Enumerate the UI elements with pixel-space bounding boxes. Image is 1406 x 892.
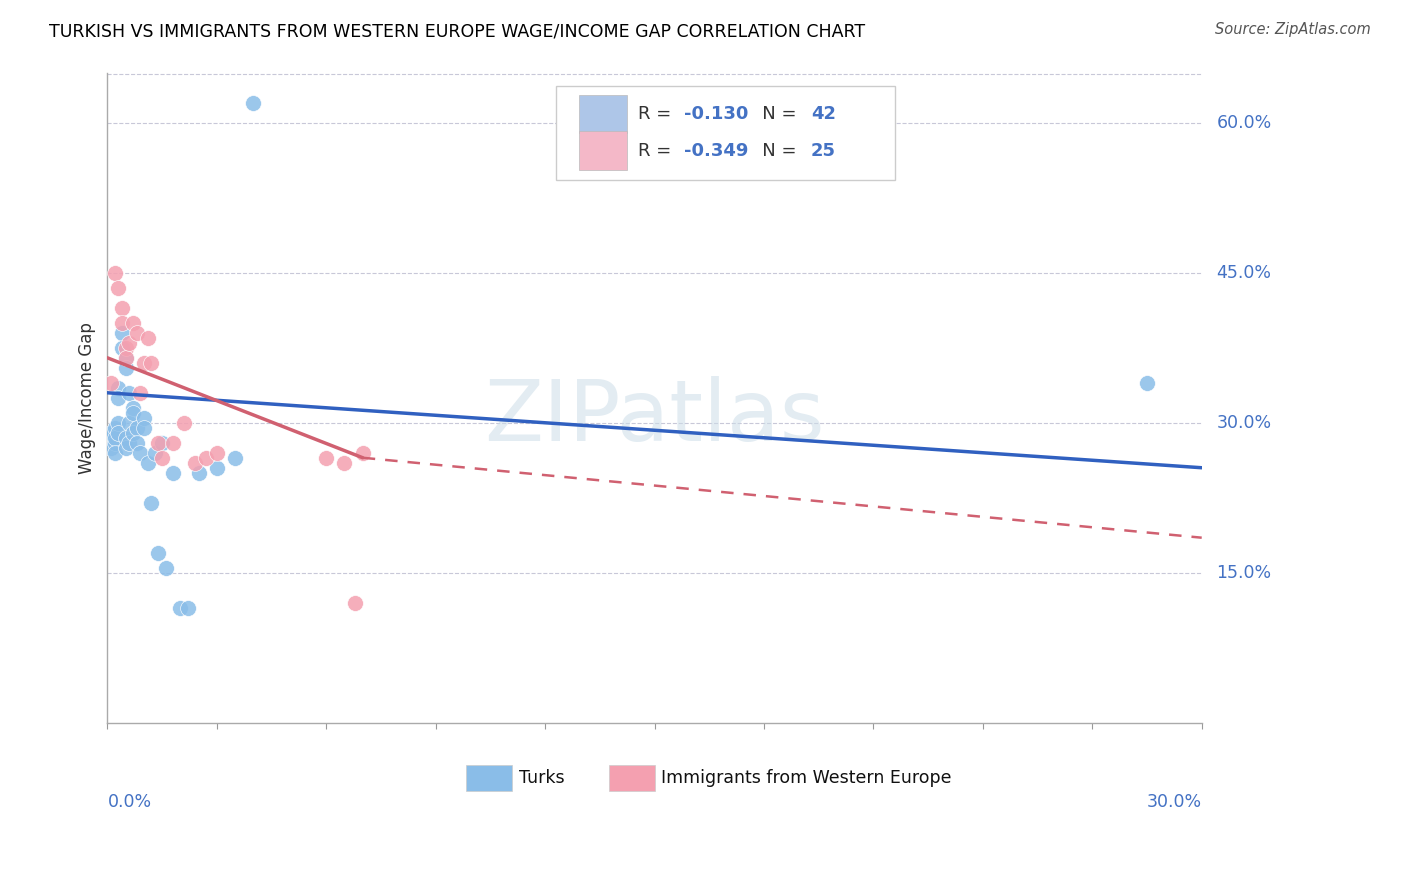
Point bbox=[100, 425, 122, 440]
Point bbox=[122, 316, 145, 330]
Point bbox=[148, 435, 170, 450]
Point bbox=[111, 316, 134, 330]
Point bbox=[107, 381, 129, 395]
Point bbox=[111, 326, 134, 340]
Point bbox=[107, 416, 129, 430]
Point bbox=[114, 441, 136, 455]
Point bbox=[104, 266, 127, 280]
Point bbox=[150, 450, 173, 465]
Text: N =: N = bbox=[745, 104, 803, 123]
FancyBboxPatch shape bbox=[467, 764, 512, 791]
Text: 0.0%: 0.0% bbox=[107, 793, 152, 811]
Point bbox=[114, 360, 136, 375]
Point bbox=[122, 425, 145, 440]
FancyBboxPatch shape bbox=[579, 131, 627, 169]
Text: 30.0%: 30.0% bbox=[1216, 414, 1271, 432]
Point bbox=[205, 446, 228, 460]
Text: N =: N = bbox=[745, 142, 803, 160]
Point bbox=[114, 341, 136, 355]
Point bbox=[114, 351, 136, 365]
Point bbox=[104, 446, 127, 460]
Point bbox=[129, 446, 152, 460]
Point bbox=[107, 425, 129, 440]
Point bbox=[352, 446, 374, 460]
Point bbox=[141, 356, 163, 370]
Text: R =: R = bbox=[638, 142, 678, 160]
Point bbox=[187, 466, 209, 480]
Point bbox=[100, 431, 122, 445]
Point bbox=[205, 460, 228, 475]
FancyBboxPatch shape bbox=[609, 764, 655, 791]
Point bbox=[118, 335, 141, 350]
Point bbox=[122, 406, 145, 420]
Text: Source: ZipAtlas.com: Source: ZipAtlas.com bbox=[1215, 22, 1371, 37]
Point bbox=[148, 546, 170, 560]
Text: -0.349: -0.349 bbox=[685, 142, 748, 160]
Text: 25: 25 bbox=[811, 142, 837, 160]
Point bbox=[111, 301, 134, 315]
Point bbox=[118, 385, 141, 400]
Point bbox=[143, 446, 166, 460]
Point bbox=[114, 431, 136, 445]
Text: R =: R = bbox=[638, 104, 678, 123]
FancyBboxPatch shape bbox=[579, 95, 627, 133]
Point bbox=[114, 351, 136, 365]
Point bbox=[173, 416, 195, 430]
Point bbox=[176, 600, 198, 615]
Point bbox=[104, 435, 127, 450]
Point bbox=[100, 376, 122, 390]
Point bbox=[162, 435, 184, 450]
Point bbox=[132, 356, 155, 370]
Point bbox=[125, 435, 148, 450]
Point bbox=[169, 600, 191, 615]
Text: Turks: Turks bbox=[519, 769, 564, 787]
Point bbox=[1136, 376, 1159, 390]
Point bbox=[162, 466, 184, 480]
Point bbox=[141, 496, 163, 510]
Point bbox=[315, 450, 337, 465]
Point bbox=[125, 421, 148, 435]
Point bbox=[132, 421, 155, 435]
Text: 45.0%: 45.0% bbox=[1216, 264, 1271, 282]
Point bbox=[122, 401, 145, 415]
Point bbox=[104, 431, 127, 445]
Point bbox=[344, 596, 367, 610]
Point bbox=[132, 410, 155, 425]
Point bbox=[104, 421, 127, 435]
Point bbox=[155, 560, 177, 574]
Point bbox=[107, 391, 129, 405]
Point bbox=[224, 450, 246, 465]
Text: TURKISH VS IMMIGRANTS FROM WESTERN EUROPE WAGE/INCOME GAP CORRELATION CHART: TURKISH VS IMMIGRANTS FROM WESTERN EUROP… bbox=[49, 22, 865, 40]
Point bbox=[107, 281, 129, 295]
Point bbox=[150, 435, 173, 450]
Point bbox=[194, 450, 217, 465]
Text: 30.0%: 30.0% bbox=[1146, 793, 1202, 811]
Point bbox=[136, 456, 159, 470]
Text: -0.130: -0.130 bbox=[685, 104, 748, 123]
Text: ZIPatlas: ZIPatlas bbox=[484, 376, 825, 458]
Text: 15.0%: 15.0% bbox=[1216, 564, 1271, 582]
Text: 60.0%: 60.0% bbox=[1216, 114, 1271, 132]
FancyBboxPatch shape bbox=[555, 86, 896, 180]
Point bbox=[136, 331, 159, 345]
Point bbox=[100, 441, 122, 455]
Text: 42: 42 bbox=[811, 104, 837, 123]
Text: Immigrants from Western Europe: Immigrants from Western Europe bbox=[661, 769, 952, 787]
Y-axis label: Wage/Income Gap: Wage/Income Gap bbox=[79, 322, 96, 474]
Point bbox=[333, 456, 356, 470]
Point bbox=[242, 95, 264, 110]
Point bbox=[118, 435, 141, 450]
Point bbox=[111, 341, 134, 355]
Point bbox=[118, 416, 141, 430]
Point bbox=[125, 326, 148, 340]
Point bbox=[129, 385, 152, 400]
Point bbox=[184, 456, 207, 470]
